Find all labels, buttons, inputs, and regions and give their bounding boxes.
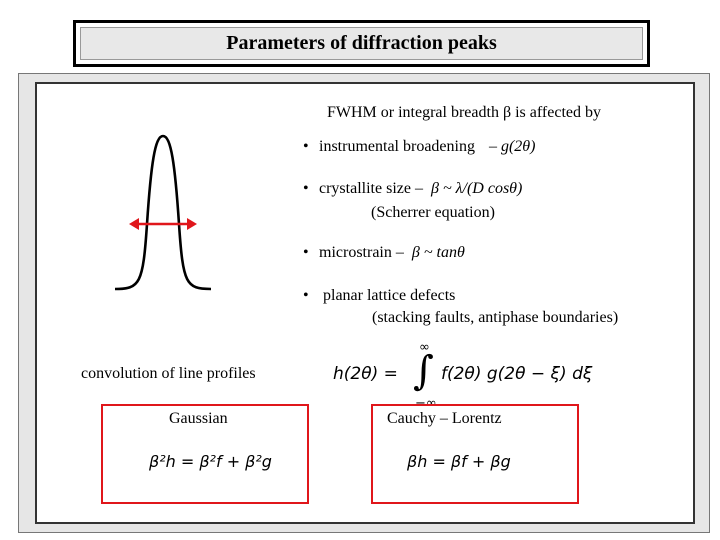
lorentz-equation: βh = βf + βg: [407, 452, 511, 471]
bullet-crystallite: crystallite size – β ~ λ/(D cosθ): [319, 180, 522, 198]
convolution-equation: h(2θ) = ∞ ∫ −∞ f(2θ) g(2θ − ξ) dξ: [333, 340, 593, 412]
bullet-crystallite-note: (Scherrer equation): [371, 204, 495, 221]
bullet-crystallite-formula: β ~ λ/(D cosθ): [430, 180, 523, 197]
bullet-crystallite-text: crystallite size –: [319, 180, 423, 197]
main-panel: FWHM or integral breadth β is affected b…: [18, 73, 710, 533]
bullet-planar-note: (stacking faults, antiphase boundaries): [372, 309, 619, 326]
lorentz-box: Cauchy – Lorentz βh = βf + βg: [371, 404, 579, 504]
gaussian-equation: β²h = β²f + β²g: [149, 452, 272, 471]
bullet-dot-icon: •: [303, 180, 309, 197]
fwhm-arrow-right-head: [187, 218, 197, 230]
bullet-instrumental-formula: – g(2θ): [488, 138, 536, 155]
lorentz-label: Cauchy – Lorentz: [387, 410, 502, 427]
convolution-label: convolution of line profiles: [81, 365, 256, 382]
integral-sign: ∫: [413, 348, 434, 394]
gaussian-box: Gaussian β²h = β²f + β²g: [101, 404, 309, 504]
integral-upper-limit: ∞: [419, 340, 430, 355]
bullet-microstrain-formula: β ~ tanθ: [411, 244, 465, 261]
bullet-dot-icon: •: [303, 287, 309, 304]
bullet-microstrain-text: microstrain –: [319, 244, 404, 261]
gaussian-label: Gaussian: [169, 410, 228, 427]
bullet-dot-icon: •: [303, 138, 309, 155]
main-content-area: FWHM or integral breadth β is affected b…: [35, 82, 695, 524]
convolution-lhs: h(2θ) =: [333, 364, 398, 384]
fwhm-arrow-left-head: [129, 218, 139, 230]
intro-text: FWHM or integral breadth β is affected b…: [327, 104, 601, 121]
bullet-instrumental-text: instrumental broadening: [319, 138, 475, 155]
bullet-dot-icon: •: [303, 244, 309, 261]
title-box: Parameters of diffraction peaks: [73, 20, 650, 67]
bullet-instrumental: instrumental broadening – g(2θ): [319, 138, 535, 156]
bullet-microstrain: microstrain – β ~ tanθ: [319, 244, 465, 262]
peak-profile-icon: [114, 134, 212, 291]
peak-curve: [114, 134, 212, 291]
convolution-integrand: f(2θ) g(2θ − ξ) dξ: [441, 364, 593, 384]
page-title: Parameters of diffraction peaks: [226, 32, 497, 54]
bullet-planar-text: planar lattice defects: [323, 287, 456, 304]
